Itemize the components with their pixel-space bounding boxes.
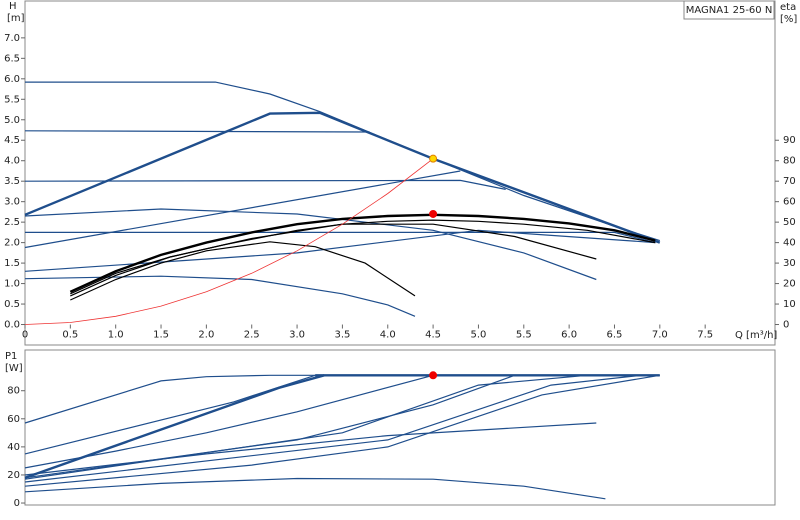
y2-tick-label: 70 <box>783 176 796 187</box>
curve <box>24 422 597 476</box>
y-tick-label: 60 <box>7 414 20 425</box>
y-label: H <box>9 1 17 12</box>
y2-tick-label: 40 <box>783 238 796 249</box>
curve <box>24 229 656 272</box>
y2-tick-label: 50 <box>783 217 796 228</box>
curve <box>24 111 661 244</box>
curve <box>24 374 660 487</box>
y-tick-label: 0 <box>14 498 20 509</box>
y-tick-label: 1.5 <box>4 258 20 269</box>
x-tick-label: 1.0 <box>108 330 124 341</box>
y-tick-label: 3.5 <box>4 176 20 187</box>
y2-tick-label: 80 <box>783 156 796 167</box>
curve <box>24 374 316 455</box>
marker <box>429 209 438 218</box>
y2-label: [%] <box>780 14 797 25</box>
x-tick-label: 5.5 <box>516 330 532 341</box>
plot-frame <box>24 0 776 346</box>
y-tick-label: 4.0 <box>4 156 20 167</box>
y-tick-label: 0.0 <box>4 320 20 331</box>
curve <box>69 213 656 293</box>
y2-label: eta <box>780 2 796 13</box>
y2-tick-label: 20 <box>783 279 796 290</box>
x-tick-label: 5.0 <box>470 330 486 341</box>
curve <box>24 179 506 190</box>
curve <box>24 158 434 325</box>
curve <box>70 223 597 297</box>
curve <box>24 374 588 480</box>
y-tick-label: 80 <box>7 386 20 397</box>
x-label: Q [m³/h] <box>735 330 777 341</box>
y2-tick-label: 0 <box>783 320 789 331</box>
y2-tick-label: 30 <box>783 258 796 269</box>
y-tick-label: 0.5 <box>4 299 20 310</box>
curve <box>24 374 325 424</box>
curve <box>24 374 325 479</box>
curve <box>24 275 416 317</box>
y-tick-label: 40 <box>7 442 20 453</box>
x-tick-label: 1.5 <box>153 330 169 341</box>
x-tick-label: 2.0 <box>198 330 214 341</box>
y-label: P1 <box>5 351 17 362</box>
x-tick-label: 2.5 <box>244 330 260 341</box>
curve <box>24 208 597 281</box>
annotation-box <box>683 0 775 20</box>
y-tick-label: 7.0 <box>4 33 20 44</box>
y-tick-label: 20 <box>7 470 20 481</box>
x-tick-label: 0.5 <box>62 330 78 341</box>
x-tick-label: 3.0 <box>289 330 305 341</box>
x-tick-label: 3.5 <box>334 330 350 341</box>
y-tick-label: 5.0 <box>4 115 20 126</box>
y-tick-label: 6.0 <box>4 74 20 85</box>
y2-tick-label: 60 <box>783 197 796 208</box>
y-label: [m] <box>7 13 25 24</box>
marker <box>429 154 438 163</box>
curve <box>24 170 461 249</box>
x-tick-label: 6.0 <box>561 330 577 341</box>
y-tick-label: 3.0 <box>4 197 20 208</box>
annotation: MAGNA1 25-60 N <box>686 5 773 16</box>
curve <box>24 130 370 133</box>
y-tick-label: 4.5 <box>4 135 20 146</box>
x-tick-label: 4.0 <box>380 330 396 341</box>
x-tick-label: 7.5 <box>697 330 713 341</box>
y2-tick-label: 10 <box>783 299 796 310</box>
y-tick-label: 2.5 <box>4 217 20 228</box>
y-tick-label: 5.5 <box>4 94 20 105</box>
y-tick-label: 6.5 <box>4 53 20 64</box>
x-tick-label: 4.5 <box>425 330 441 341</box>
y2-tick-label: 90 <box>783 135 796 146</box>
y-tick-label: 2.0 <box>4 238 20 249</box>
curve <box>24 477 606 500</box>
y-tick-label: 1.0 <box>4 279 20 290</box>
x-tick-label: 7.0 <box>652 330 668 341</box>
curve <box>25 231 656 244</box>
x-tick-label: 0 <box>22 330 28 341</box>
x-tick-label: 6.5 <box>607 330 623 341</box>
y-label: [W] <box>5 363 23 374</box>
curve <box>70 241 416 301</box>
marker <box>429 371 438 380</box>
plot-frame <box>24 349 776 506</box>
curve <box>25 81 660 242</box>
curve <box>24 374 642 483</box>
curve <box>24 374 434 469</box>
